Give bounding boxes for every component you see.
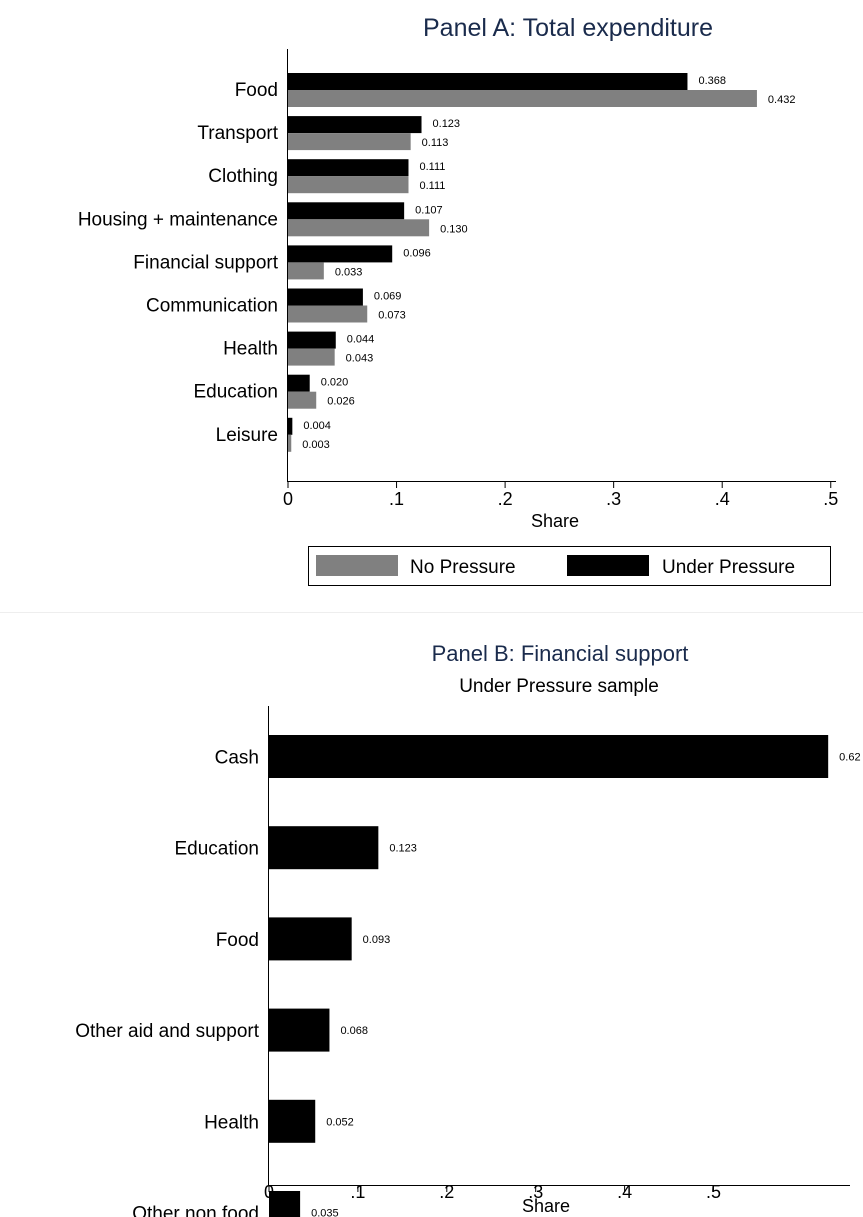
panel-a-bars (288, 73, 757, 452)
panel-b-tick-label: .3 (528, 1182, 543, 1202)
panel-b-tick-label: .5 (706, 1182, 721, 1202)
panel-a-category-food: Food (235, 80, 278, 101)
panel-a-bar-clothing-no-pressure (288, 176, 409, 194)
panel-a-bar-transport-no-pressure (288, 133, 411, 151)
panel-b-value-food: 0.093 (363, 934, 391, 946)
panel-a-value-communication-under-pressure: 0.069 (374, 291, 402, 303)
panel-a-value-financial-support-no-pressure: 0.033 (335, 266, 363, 278)
panel-a-bar-education-under-pressure (288, 374, 310, 392)
panel-b-category-health: Health (204, 1112, 259, 1133)
panel-a-bar-housing-maintenance-under-pressure (288, 202, 405, 220)
panel-a-bar-communication-under-pressure (288, 288, 363, 306)
panel-a-bar-food-no-pressure (288, 90, 757, 107)
panel-a-bar-financial-support-no-pressure (288, 262, 324, 280)
panel-a-value-leisure-under-pressure: 0.004 (303, 420, 331, 432)
panel-a-bar-leisure-no-pressure (288, 434, 292, 452)
panel-a-bar-health-no-pressure (288, 348, 335, 366)
panel-b-category-other-non-food: Other non food (132, 1204, 259, 1217)
panel-a-title: Panel A: Total expenditure (423, 14, 713, 42)
panel-a-bar-communication-no-pressure (288, 305, 368, 323)
panel-a-tick-label: 0 (283, 489, 293, 509)
legend: No Pressure Under Pressure (308, 546, 831, 586)
panel-a-category-clothing: Clothing (208, 166, 278, 187)
panel-b-tick-label: .4 (617, 1182, 632, 1202)
panel-a-value-health-no-pressure: 0.043 (346, 353, 374, 365)
panel-a-category-health: Health (223, 339, 278, 360)
panel-a: Panel A: Total expenditure Food Transport… (78, 14, 838, 586)
panel-b-x-ticks: 0 .1 .2 .3 .4 .5 (264, 1182, 721, 1202)
panel-a-bar-food-under-pressure (288, 73, 688, 90)
panel-a-value-communication-no-pressure: 0.073 (378, 310, 406, 322)
panel-a-bar-health-under-pressure (288, 331, 336, 349)
panel-a-value-clothing-no-pressure: 0.111 (419, 180, 445, 192)
panel-a-value-housing-maintenance-under-pressure: 0.107 (415, 204, 443, 216)
panel-b-value-other-aid-and-support: 0.068 (340, 1025, 368, 1037)
panel-a-category-leisure: Leisure (216, 425, 278, 446)
panel-b-tick-label: .1 (350, 1182, 365, 1202)
panel-a-value-clothing-under-pressure: 0.111 (419, 161, 445, 173)
panel-a-tick-label: .3 (606, 489, 621, 509)
panel-b-category-labels: Cash Education Food Other aid and support He… (75, 748, 260, 1217)
panel-a-value-education-no-pressure: 0.026 (327, 396, 355, 408)
panel-a-category-transport: Transport (197, 123, 278, 144)
panel-b-tick-label: 0 (264, 1182, 274, 1202)
panel-a-value-food-under-pressure: 0.368 (698, 75, 726, 87)
panel-b-bar-food (269, 917, 352, 961)
panel-a-value-food-no-pressure: 0.432 (768, 94, 796, 106)
legend-label-no-pressure: No Pressure (410, 557, 516, 578)
panel-b-category-other-aid-and-support: Other aid and support (75, 1021, 260, 1042)
panel-a-bar-financial-support-under-pressure (288, 245, 393, 263)
panel-b-bars (269, 735, 829, 1217)
panel-b-x-label: Share (522, 1196, 570, 1216)
panel-a-category-communication: Communication (146, 296, 278, 317)
legend-swatch-no-pressure (316, 555, 398, 576)
panel-a-category-financial-support: Financial support (133, 252, 278, 273)
panel-a-value-housing-maintenance-no-pressure: 0.130 (440, 223, 468, 235)
panel-b: Panel B: Financial support Under Pressur… (75, 641, 861, 1217)
panel-a-tick-label: .1 (389, 489, 404, 509)
panel-a-bar-leisure-under-pressure (288, 417, 293, 435)
panel-b-subtitle: Under Pressure sample (459, 676, 659, 697)
panel-b-bar-education (269, 826, 379, 870)
panel-a-bar-housing-maintenance-no-pressure (288, 219, 430, 237)
panel-b-bar-other-non-food (269, 1191, 301, 1217)
panel-a-value-financial-support-under-pressure: 0.096 (403, 247, 431, 259)
panel-b-category-food: Food (216, 930, 259, 951)
panel-b-bar-health (269, 1099, 316, 1143)
panel-a-value-health-under-pressure: 0.044 (347, 334, 375, 346)
panel-a-category-labels: Food Transport Clothing Housing + maintenan… (78, 80, 279, 446)
panel-b-title: Panel B: Financial support (432, 641, 689, 666)
panel-b-value-other-non-food: 0.035 (311, 1208, 339, 1217)
panel-b-bar-other-aid-and-support (269, 1008, 330, 1052)
panel-a-value-leisure-no-pressure: 0.003 (302, 439, 330, 451)
panel-b-category-education: Education (174, 839, 259, 860)
panel-b-value-health: 0.052 (326, 1116, 354, 1128)
panel-b-category-cash: Cash (215, 748, 259, 769)
panel-a-value-transport-no-pressure: 0.113 (422, 137, 449, 149)
panel-a-value-transport-under-pressure: 0.123 (433, 118, 461, 130)
panel-a-category-housing-maintenance: Housing + maintenance (78, 209, 278, 230)
panel-a-bar-transport-under-pressure (288, 116, 422, 134)
panel-a-tick-label: .5 (823, 489, 838, 509)
panel-a-bar-education-no-pressure (288, 391, 317, 409)
panel-a-tick-label: .4 (715, 489, 730, 509)
legend-swatch-under-pressure (567, 555, 649, 576)
panel-a-value-education-under-pressure: 0.020 (321, 377, 349, 389)
panel-a-bar-clothing-under-pressure (288, 159, 409, 177)
panel-b-value-labels: 0.62 0.123 0.093 0.068 0.052 0.035 (311, 752, 860, 1217)
panel-a-x-ticks: 0 .1 .2 .3 .4 .5 (283, 481, 838, 509)
panel-a-tick-label: .2 (498, 489, 513, 509)
panel-a-value-labels: 0.368 0.432 0.123 0.113 0.111 0.111 0.107 0.130… (302, 75, 795, 451)
panel-b-value-education: 0.123 (389, 843, 417, 855)
legend-label-under-pressure: Under Pressure (662, 557, 795, 578)
panel-a-x-label: Share (531, 511, 579, 531)
panel-b-tick-label: .2 (439, 1182, 454, 1202)
panel-b-value-cash: 0.62 (839, 752, 860, 764)
panel-a-category-education: Education (193, 382, 278, 403)
panel-b-bar-cash (269, 735, 829, 778)
